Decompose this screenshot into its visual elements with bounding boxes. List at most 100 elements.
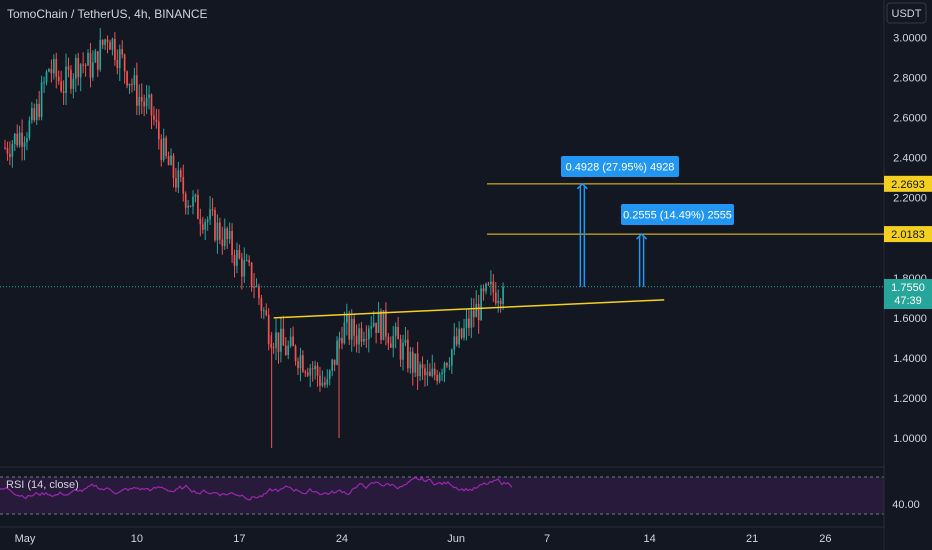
candle-body <box>240 258 243 277</box>
candle-body <box>380 311 382 340</box>
candle-body <box>92 62 94 78</box>
trendline[interactable] <box>273 299 665 319</box>
measure-label-upper: 0.4928 (27.95%) 4928 <box>566 162 675 174</box>
candle-body <box>258 285 260 299</box>
candle-body <box>116 60 119 68</box>
time-axis-tick: Jun <box>447 533 465 545</box>
candle-body <box>150 94 153 116</box>
candle-body <box>226 228 229 240</box>
candle-body <box>189 205 192 207</box>
candle-body <box>392 335 395 348</box>
candle-body <box>221 239 224 246</box>
bar-countdown: 47:39 <box>894 295 922 307</box>
candle-body <box>65 66 67 93</box>
candle-body <box>341 337 343 344</box>
candle-body <box>74 57 77 79</box>
rsi-band <box>0 477 884 514</box>
candle-body <box>292 336 294 347</box>
candle-body <box>316 365 319 376</box>
candle-body <box>231 230 233 256</box>
candle-body <box>60 81 63 91</box>
rsi-label[interactable]: RSI (14, close) <box>6 479 79 491</box>
candle-body <box>355 335 358 345</box>
level-badge-lower-value: 2.0183 <box>891 229 925 241</box>
candle-body <box>416 353 419 377</box>
symbol-title[interactable]: TomoChain / TetherUS, 4h, BINANCE <box>7 7 208 21</box>
price-axis-tick: 3.0000 <box>893 33 927 45</box>
candle-body <box>277 332 280 352</box>
candle-body <box>70 69 72 89</box>
candle-body <box>4 147 6 149</box>
candle-body <box>192 196 194 207</box>
candle-body <box>13 133 16 144</box>
candle-body <box>194 194 197 197</box>
candle-body <box>367 328 370 340</box>
price-axis-tick: 2.4000 <box>893 153 927 165</box>
currency-button[interactable] <box>886 2 927 24</box>
candle-body <box>297 361 299 369</box>
candle-body <box>375 322 377 333</box>
price-axis-tick: 2.6000 <box>893 113 927 125</box>
candle-body <box>328 370 331 379</box>
candle-body <box>455 336 458 345</box>
candle-body <box>126 71 128 86</box>
candle-body <box>448 365 451 367</box>
candle-body <box>345 314 348 323</box>
candle-body <box>377 311 380 333</box>
candle-body <box>250 262 253 287</box>
price-axis-tick: 2.8000 <box>893 73 927 85</box>
candle-body <box>214 210 216 241</box>
candle-body <box>267 315 270 344</box>
measure-label-lower: 0.2555 (14.49%) 2555 <box>623 210 732 222</box>
candle-body <box>114 38 116 61</box>
level-badge-upper-value: 2.2693 <box>891 179 925 191</box>
candle-body <box>470 310 473 328</box>
candle-body <box>284 345 287 355</box>
price-axis[interactable]: 3.00002.80002.60002.40002.20001.80001.60… <box>893 33 927 446</box>
currency-label: USDT <box>892 8 922 20</box>
candle-body <box>407 339 409 369</box>
candle-body <box>67 66 70 70</box>
time-axis[interactable]: May 10 17 24 Jun 7 14 21 26 <box>15 533 832 545</box>
candle-body <box>499 300 502 304</box>
candle-body <box>87 52 89 66</box>
candle-body <box>77 57 80 78</box>
candle-body <box>480 288 482 321</box>
candle-body <box>9 153 11 157</box>
candle-body <box>472 310 475 318</box>
candle-body <box>399 339 402 360</box>
candle-body <box>446 363 448 366</box>
candle-body <box>438 374 441 382</box>
candle-body <box>233 255 236 266</box>
time-axis-tick: 24 <box>336 533 348 545</box>
candle-body <box>289 336 292 346</box>
candle-body <box>48 69 50 72</box>
candle-body <box>172 155 175 179</box>
candle-body <box>502 286 504 304</box>
measure-tool-lower[interactable]: 0.2555 (14.49%) 2555 <box>621 204 734 287</box>
time-axis-tick: 7 <box>544 533 550 545</box>
candle-body <box>282 328 285 346</box>
candle-body <box>157 121 160 140</box>
candle-body <box>411 351 414 373</box>
candle-body <box>333 359 336 365</box>
candle-body <box>33 108 36 121</box>
candle-body <box>450 349 453 366</box>
candle-body <box>360 328 363 342</box>
measure-tool-upper[interactable]: 0.4928 (27.95%) 4928 <box>561 156 679 287</box>
candle-body <box>209 209 211 220</box>
candle-body <box>460 328 463 338</box>
candle-body <box>414 353 417 373</box>
candle-body <box>443 363 446 373</box>
time-axis-tick: 10 <box>131 533 143 545</box>
candle-body <box>311 368 314 370</box>
candle-body <box>18 132 21 146</box>
candle-body <box>57 76 60 82</box>
candle-body <box>143 101 146 107</box>
candle-body <box>331 359 334 371</box>
candle-body <box>326 378 329 385</box>
candle-body <box>343 322 346 344</box>
candle-body <box>477 303 480 321</box>
candle-body <box>148 94 150 98</box>
